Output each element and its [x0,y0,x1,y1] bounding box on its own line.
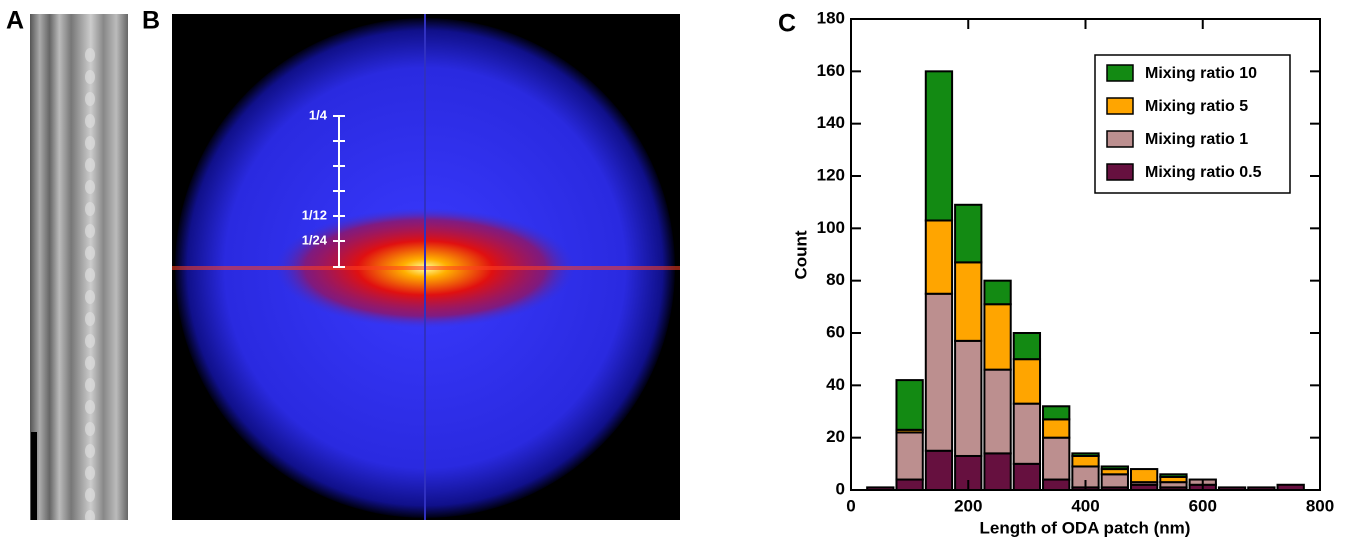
bar [924,292,954,452]
x-tick-label: 400 [1071,496,1099,515]
y-tick-label: 20 [826,427,845,446]
bar [1159,473,1188,478]
panel-label: C [778,10,796,38]
y-tick-label: 80 [826,270,845,289]
bar [895,379,924,431]
y-tick-label: 60 [826,322,845,341]
bar [1129,468,1159,484]
legend-swatch [1106,97,1134,115]
bar [924,219,954,295]
legend-swatch [1106,163,1134,181]
bar [1012,332,1042,361]
bar [924,70,954,222]
scale-label: 1/4 [309,107,328,122]
scale-label: 1/12 [302,207,327,222]
y-axis-label: Count [791,230,810,279]
bar [983,368,1012,455]
legend-label: Mixing ratio 0.5 [1145,164,1262,181]
bar [1042,418,1071,439]
micrograph [30,14,128,520]
panel-label: A [6,7,24,35]
y-tick-label: 0 [836,479,845,498]
x-axis-label: Length of ODA patch (nm) [980,518,1191,537]
legend-label: Mixing ratio 1 [1145,131,1248,148]
bar [1012,358,1042,405]
bar [1042,478,1071,491]
x-tick-label: 0 [846,496,855,515]
bar [1100,473,1129,489]
bar [983,452,1012,492]
diffraction-image: 1/4 1/12 1/24 [172,14,680,520]
bar [954,339,983,457]
y-tick-label: 120 [817,165,845,184]
legend-label: Mixing ratio 5 [1145,98,1248,115]
panel-label: B [142,7,160,35]
bar [1071,454,1100,468]
x-tick-label: 600 [1189,496,1217,515]
bar [954,261,983,342]
y-tick-label: 40 [826,375,845,394]
bar [983,303,1012,371]
y-tick-label: 160 [817,61,845,80]
bar [1012,462,1042,492]
scale-label: 1/24 [302,232,328,247]
bar [1042,405,1071,421]
bar [895,431,924,481]
legend-label: Mixing ratio 10 [1145,65,1257,82]
bar [954,203,983,264]
bar [1100,465,1129,471]
legend-swatch [1106,64,1134,82]
scale-bar [31,432,37,520]
histogram-chart: C Length of ODA patch (nm) Count 0 20 40 60… [778,8,1334,537]
y-tick-label: 180 [817,8,845,27]
y-tick-label: 100 [817,218,845,237]
bar [1042,436,1071,481]
x-tick-label: 200 [954,496,982,515]
bar [983,279,1012,306]
bar [1012,402,1042,465]
legend-swatch [1106,130,1134,148]
bar [924,449,954,491]
bar [895,478,924,491]
bar [1071,452,1100,457]
x-tick-label: 800 [1306,496,1334,515]
y-tick-label: 140 [817,113,845,132]
